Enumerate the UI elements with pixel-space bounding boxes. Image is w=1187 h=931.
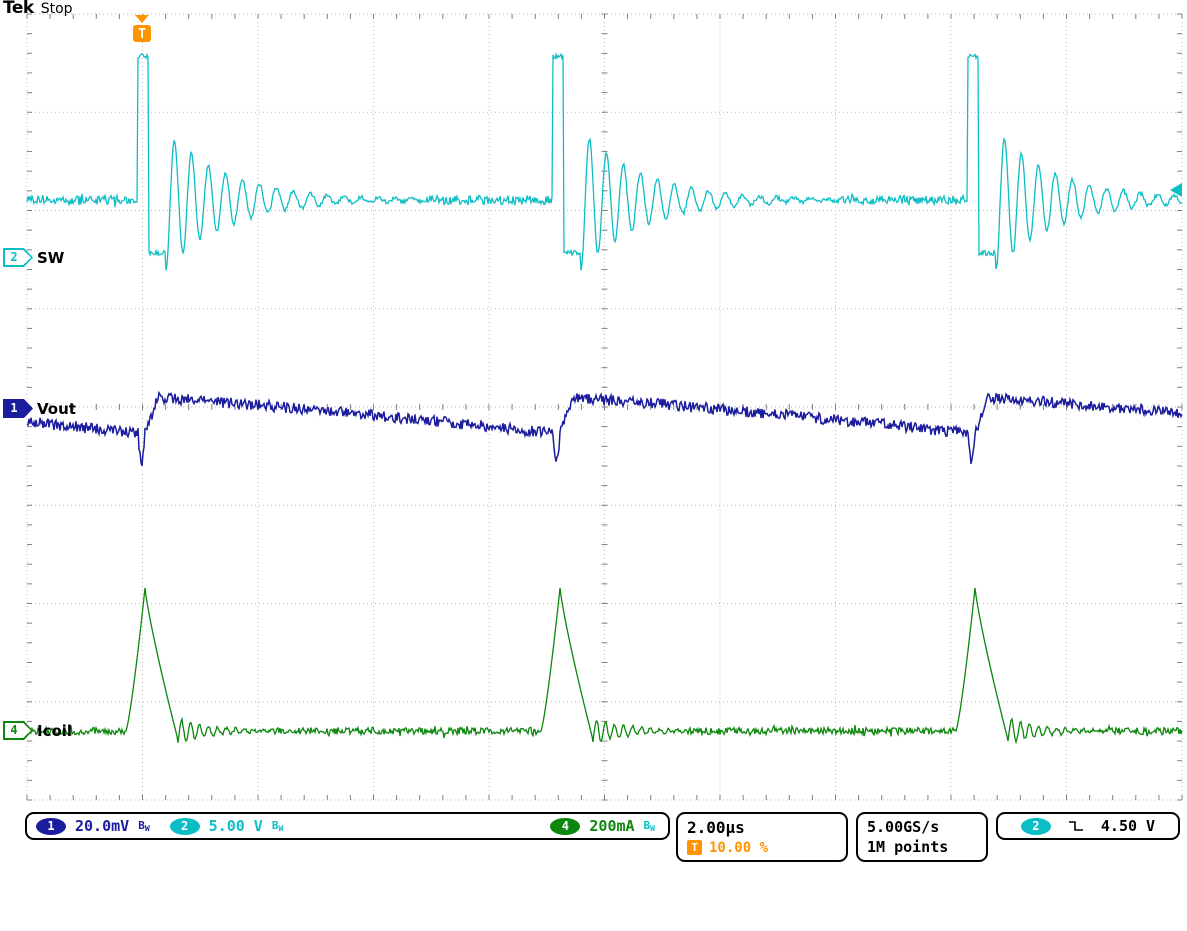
ch2-badge: 2 [169,817,200,835]
trigger-t-badge[interactable] [133,25,151,42]
ch1-badge: 1 [36,817,66,835]
brand-logo: Tek [3,0,34,18]
ch1-marker-arrow-icon [3,399,33,418]
ch4-bandwidth-limit-icon: BW [643,819,655,833]
acquisition-readout: 5.00GS/s 1M points [856,812,988,862]
ch4-marker-number: 4 [10,723,18,737]
trigger-source-badge: 2 [1020,817,1051,835]
ch1-scale-group: 1 20.0mV BW [36,817,150,835]
marker-overlay: T [133,15,1182,197]
ch1-bandwidth-limit-icon: BW [138,819,150,833]
ch4-position-marker[interactable]: 4 [3,721,33,740]
header: Tek Stop [3,0,73,18]
sample-rate-value: 5.00GS/s [867,818,940,836]
ch1-position-marker[interactable]: 1 [3,399,33,418]
ch2-marker-inner [5,250,31,265]
ch2-waveform-label: SW [37,249,65,267]
timebase-readout: 2.00µs T 10.00 % [676,812,848,862]
trigger-readout: 2 4.50 V [996,812,1180,840]
vout-trace [26,390,1183,467]
falling-edge-icon [1068,821,1083,831]
ch1-scale-value: 20.0mV [75,817,130,835]
ch2-bandwidth-limit-icon: BW [271,819,284,833]
ch4-scale-value: 200mA [589,817,635,835]
waveform-display [26,13,1183,801]
icoil-trace [26,587,1183,745]
ch2-scale-group: 2 5.00 V BW [169,817,284,835]
ch1-waveform-label: Vout [37,400,76,418]
acquisition-status: Stop [40,1,73,17]
ch4-badge: 4 [550,817,581,835]
trigger-icon: T [687,840,702,856]
ch2-marker-number: 2 [10,250,18,264]
trigger-position-value: 10.00 % [709,839,769,856]
ch1-marker-number: 1 [10,401,18,415]
ch4-waveform-label: Icoil [37,722,73,740]
sw-trace [26,52,1183,271]
trigger-t-label: T [138,27,146,42]
ch2-trigger-level-arrow[interactable] [1170,183,1182,197]
channel-scales-readout: 1 20.0mV BW 2 5.00 V BW 4 200mA BW [25,812,670,840]
ch4-scale-group: 4 200mA BW [550,817,655,835]
record-length-value: 1M points [867,838,949,856]
ch4-marker-inner [5,723,31,738]
trigger-position-marker[interactable] [135,15,149,23]
ch2-position-marker[interactable]: 2 [3,248,33,267]
trigger-level-value: 4.50 V [1100,817,1156,835]
timebase-value: 2.00µs [687,818,745,838]
ch2-scale-value: 5.00 V [208,817,263,835]
